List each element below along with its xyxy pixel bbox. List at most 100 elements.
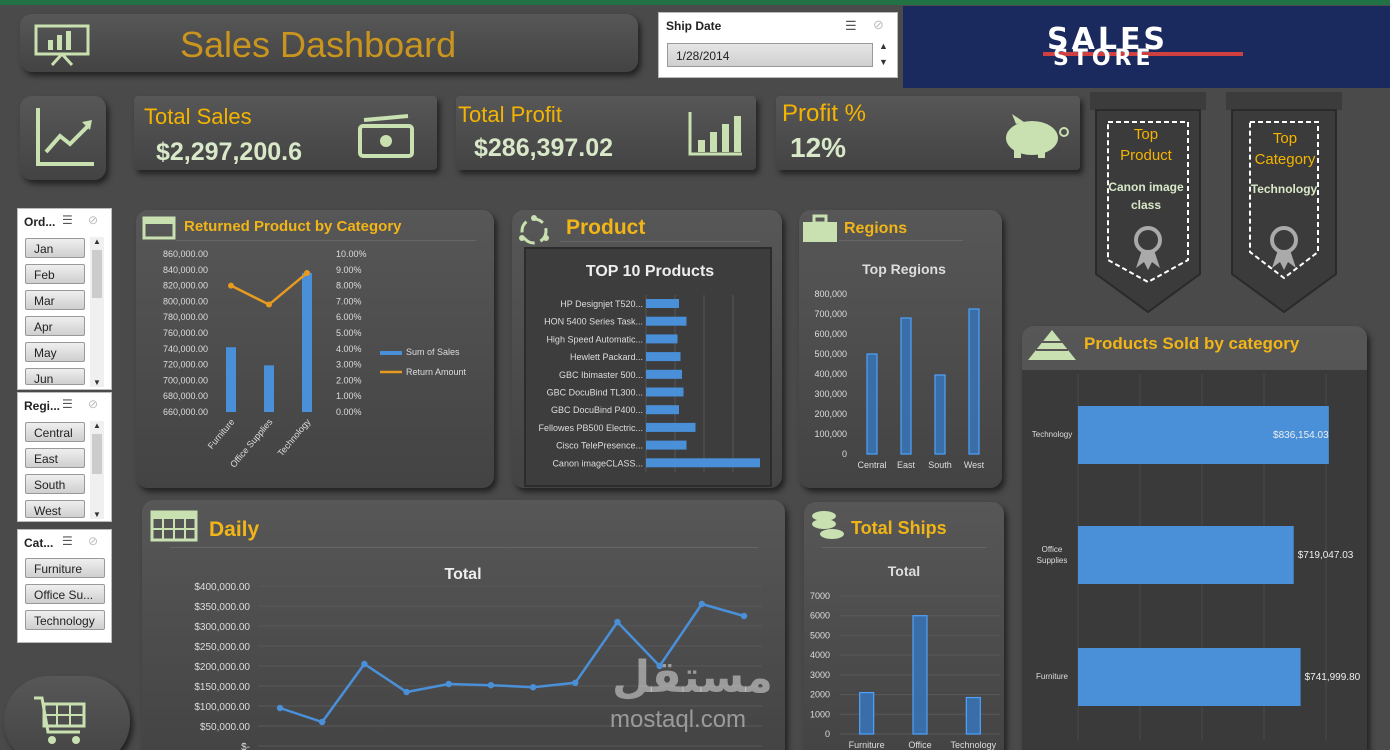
- y-tick-label: 400,000: [814, 369, 847, 379]
- slicer-item[interactable]: Central: [25, 422, 85, 442]
- y-tick-label: 200,000: [814, 409, 847, 419]
- scrollbar[interactable]: ▲ ▼: [90, 421, 104, 519]
- top-category-value: Technology: [1250, 182, 1318, 196]
- y-tick-label: 500,000: [814, 349, 847, 359]
- bar: [646, 299, 679, 308]
- slicer-item[interactable]: Apr: [25, 316, 85, 336]
- multi-select-icon[interactable]: ☰: [62, 213, 73, 227]
- product-title: Product: [566, 216, 646, 239]
- scrollbar[interactable]: ▲ ▼: [90, 237, 104, 387]
- daily-title: Daily: [209, 518, 260, 541]
- y-tick-label: 740,000.00: [163, 344, 208, 354]
- category-label: Furniture: [1036, 672, 1069, 681]
- scroll-thumb: [92, 434, 102, 474]
- clear-filter-icon[interactable]: ⊘: [88, 213, 99, 227]
- bar: [646, 334, 678, 344]
- bar: [934, 374, 946, 455]
- category-label: Office: [1042, 545, 1063, 554]
- x-tick-label: Central: [857, 460, 886, 470]
- bar: [646, 387, 684, 397]
- total-ships-panel: Total Ships Total 7000 6000 5000 4000 3000 200…: [804, 502, 1004, 750]
- scroll-down-icon[interactable]: ▼: [93, 510, 101, 519]
- product-panel: Product TOP 10 Products HP Designjet T520…: [512, 210, 782, 488]
- slicer-item[interactable]: Jun: [25, 368, 85, 385]
- slicer-item[interactable]: Technology: [25, 610, 105, 630]
- slicer-item[interactable]: West: [25, 500, 85, 518]
- line-point: [361, 660, 368, 668]
- y-tick-label: 840,000.00: [163, 265, 208, 275]
- kpi-total-sales: Total Sales $2,297,200.6: [134, 96, 437, 170]
- cart-icon-box: [4, 676, 130, 750]
- daily-line-chart: Total $400,000.00 $350,000.00 $300,000.00 $2…: [194, 566, 762, 750]
- title-rule: [170, 547, 758, 548]
- category-label: Cisco TelePresence...: [556, 441, 643, 451]
- chart-title: Total: [888, 563, 920, 579]
- line-point: [740, 612, 748, 620]
- x-tick-label: Technology: [276, 416, 313, 458]
- slicer-item[interactable]: South: [25, 474, 85, 494]
- bar: [646, 422, 696, 432]
- y-tick-label: 0: [825, 729, 830, 739]
- series-line: [279, 602, 745, 724]
- y-tick-label: $150,000.00: [194, 682, 250, 693]
- legend-swatch: [380, 351, 402, 355]
- scroll-up-icon[interactable]: ▲: [879, 41, 888, 51]
- category-slicer[interactable]: Cat... ☰ ⊘ Furniture Office Su... Techno…: [17, 529, 112, 643]
- legend-label: Sum of Sales: [406, 347, 460, 357]
- bar: [900, 317, 912, 455]
- category-label: Technology: [1032, 430, 1072, 439]
- clear-filter-icon[interactable]: ⊘: [873, 17, 884, 32]
- scroll-down-icon[interactable]: ▼: [93, 378, 101, 387]
- title-rule: [822, 547, 986, 548]
- bar: [646, 405, 679, 415]
- multi-select-icon[interactable]: ☰: [845, 18, 857, 33]
- bar: [866, 353, 878, 455]
- slicer-item[interactable]: Furniture: [25, 558, 105, 578]
- slicer-item[interactable]: Feb: [25, 264, 85, 284]
- kpi-label: Total Sales: [144, 104, 252, 129]
- y-tick-label: 800,000.00: [163, 296, 208, 306]
- data-label: $741,999.80: [1305, 672, 1361, 683]
- legend-label: Return Amount: [406, 367, 467, 377]
- bar: [226, 347, 236, 412]
- x-tick-label: South: [928, 460, 952, 470]
- kpi-value: 12%: [790, 132, 847, 163]
- y2-tick-label: 7.00%: [336, 296, 362, 306]
- y2-tick-label: 3.00%: [336, 360, 362, 370]
- y2-tick-label: 1.00%: [336, 391, 362, 401]
- clear-filter-icon[interactable]: ⊘: [88, 397, 99, 411]
- total-ships-chart: Total 7000 6000 5000 4000 3000 2000 1000 0 Furnit…: [810, 563, 1000, 750]
- y-tick-label: 1000: [810, 709, 830, 719]
- y-tick-label: 760,000.00: [163, 328, 208, 338]
- slicer-item[interactable]: Office Su...: [25, 584, 105, 604]
- clear-filter-icon[interactable]: ⊘: [88, 534, 99, 548]
- scroll-down-icon[interactable]: ▼: [879, 57, 888, 67]
- regions-panel: Regions Top Regions 800,000 700,000 600,000…: [799, 210, 1002, 488]
- bar: [1078, 648, 1301, 706]
- line-point: [487, 682, 495, 689]
- y-tick-label: 720,000.00: [163, 360, 208, 370]
- y2-tick-label: 4.00%: [336, 344, 362, 354]
- title-rule: [560, 241, 760, 242]
- slicer-item[interactable]: East: [25, 448, 85, 468]
- scroll-up-icon[interactable]: ▲: [93, 421, 101, 430]
- y-tick-label: 780,000.00: [163, 312, 208, 322]
- multi-select-icon[interactable]: ☰: [62, 534, 73, 548]
- region-slicer[interactable]: Regi... ☰ ⊘ Central East South West ▲ ▼: [17, 392, 112, 522]
- y-tick-label: 6000: [810, 611, 830, 621]
- slicer-item[interactable]: May: [25, 342, 85, 362]
- ship-date-value[interactable]: 1/28/2014: [667, 43, 873, 67]
- order-slicer[interactable]: Ord... ☰ ⊘ Jan Feb Mar Apr May Jun ▲ ▼: [17, 208, 112, 390]
- ship-date-slicer[interactable]: Ship Date ☰ ⊘ 1/28/2014 ▲ ▼: [658, 12, 898, 78]
- slicer-item[interactable]: Mar: [25, 290, 85, 310]
- returned-product-chart: 860,000.00 840,000.00 820,000.00 800,000.00…: [163, 249, 467, 470]
- multi-select-icon[interactable]: ☰: [62, 397, 73, 411]
- y2-tick-label: 5.00%: [336, 328, 362, 338]
- scroll-up-icon[interactable]: ▲: [93, 237, 101, 246]
- chart-title: TOP 10 Products: [586, 263, 714, 280]
- slicer-item[interactable]: Jan: [25, 238, 85, 258]
- x-tick-label: West: [964, 460, 985, 470]
- data-label: $719,047.03: [1298, 550, 1354, 561]
- kpi-total-profit: Total Profit $286,397.02: [456, 96, 756, 170]
- presentation-board-icon: [34, 24, 90, 66]
